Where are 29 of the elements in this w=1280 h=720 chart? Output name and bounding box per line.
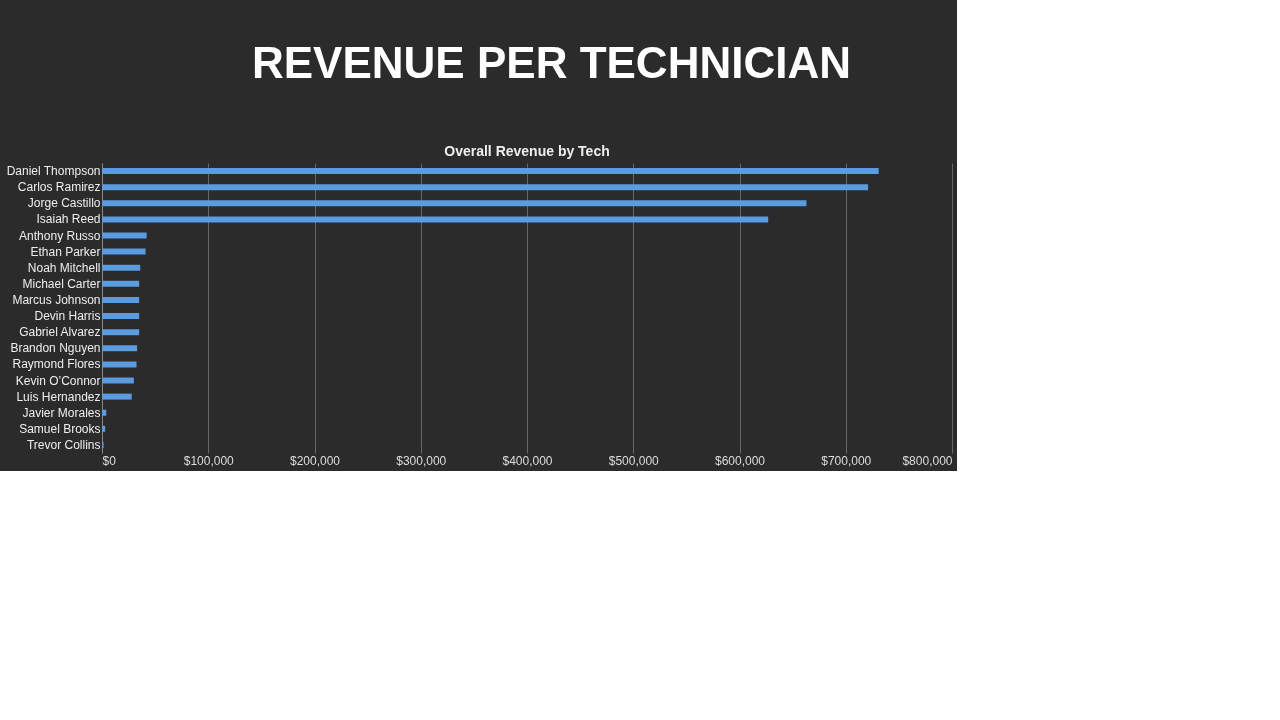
y-tick-label: Marcus Johnson (12, 292, 101, 307)
y-tick-label: Gabriel Alvarez (19, 325, 101, 340)
y-tick-label: Brandon Nguyen (10, 341, 101, 356)
x-tick-label: $600,000 (714, 453, 766, 468)
text: REVENUE PER TECHNICIAN (252, 38, 851, 87)
y-tick-label: Trevor Collins (26, 437, 101, 452)
x-tick-label: $400,000 (502, 453, 553, 468)
y-tick-label: Anthony Russo (19, 228, 101, 243)
y-tick-label: Daniel Thompson (6, 164, 101, 179)
y-tick-label: Isaiah Reed (36, 212, 101, 227)
x-tick-label: $100,000 (183, 453, 235, 468)
x-tick-label: $200,000 (289, 453, 341, 468)
y-tick-label: Samuel Brooks (19, 421, 101, 436)
x-tick-label: $800,000 (902, 453, 953, 468)
y-tick-label: Luis Hernandez (16, 389, 101, 404)
x-tick-label: $500,000 (608, 453, 660, 468)
y-tick-label: Michael Carter (22, 276, 101, 291)
y-tick-label: Devin Harris (34, 309, 101, 324)
y-tick-label: Kevin O’Connor (15, 373, 101, 388)
y-tick-label: Ethan Parker (30, 244, 101, 259)
y-tick-label: Carlos Ramirez (17, 180, 101, 195)
x-tick-label: $300,000 (396, 453, 447, 468)
y-tick-label: Raymond Flores (12, 357, 101, 372)
y-tick-label: Jorge Castillo (27, 196, 101, 211)
y-tick-label: Noah Mitchell (27, 260, 101, 275)
y-tick-label: Javier Morales (22, 405, 101, 420)
x-tick-label: $0 (102, 453, 117, 468)
chart-title: Overall Revenue by Tech (444, 143, 610, 159)
x-tick-label: $700,000 (821, 453, 872, 468)
